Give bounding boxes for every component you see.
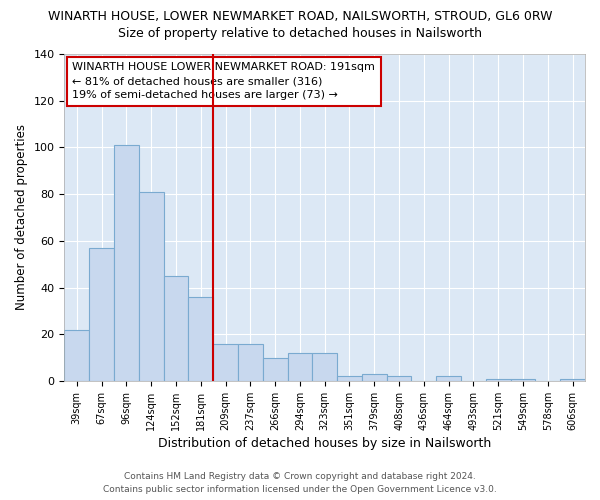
Bar (287, 353, 313, 381)
Text: WINARTH HOUSE LOWER NEWMARKET ROAD: 191sqm
← 81% of detached houses are smaller : WINARTH HOUSE LOWER NEWMARKET ROAD: 191s… (72, 62, 375, 100)
Bar (213, 344, 238, 381)
Bar (436, 376, 461, 381)
Bar (386, 376, 412, 381)
Bar (238, 344, 263, 381)
Bar (337, 376, 362, 381)
Bar (362, 374, 386, 381)
Bar (511, 378, 535, 381)
Bar (114, 145, 139, 381)
Bar (164, 276, 188, 381)
Text: WINARTH HOUSE, LOWER NEWMARKET ROAD, NAILSWORTH, STROUD, GL6 0RW: WINARTH HOUSE, LOWER NEWMARKET ROAD, NAI… (48, 10, 552, 23)
Bar (486, 378, 511, 381)
Bar (263, 358, 287, 381)
Bar (89, 248, 114, 381)
Text: Size of property relative to detached houses in Nailsworth: Size of property relative to detached ho… (118, 28, 482, 40)
X-axis label: Distribution of detached houses by size in Nailsworth: Distribution of detached houses by size … (158, 437, 491, 450)
Bar (188, 297, 213, 381)
Bar (560, 378, 585, 381)
Bar (139, 192, 164, 381)
Text: Contains HM Land Registry data © Crown copyright and database right 2024.
Contai: Contains HM Land Registry data © Crown c… (103, 472, 497, 494)
Y-axis label: Number of detached properties: Number of detached properties (15, 124, 28, 310)
Bar (313, 353, 337, 381)
Bar (64, 330, 89, 381)
